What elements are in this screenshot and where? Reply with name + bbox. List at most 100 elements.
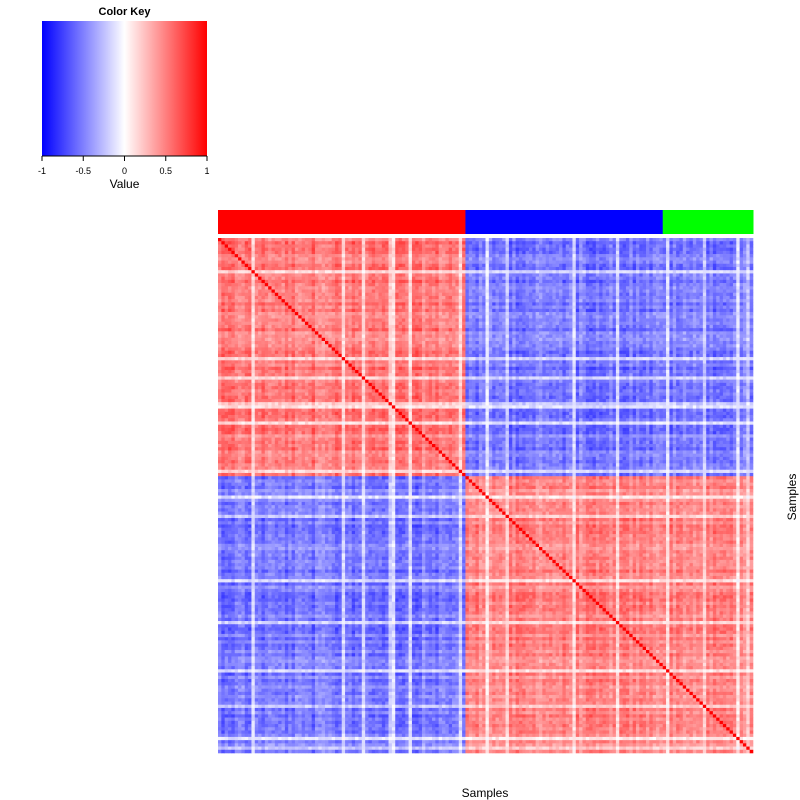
heatmap-cell [706, 261, 710, 265]
heatmap-cell [399, 270, 403, 274]
heatmap-cell [328, 238, 332, 242]
heatmap-cell [653, 315, 657, 319]
heatmap-cell [689, 280, 693, 284]
heatmap-cell [519, 293, 523, 297]
heatmap-cell [389, 328, 393, 332]
heatmap-cell [509, 257, 513, 261]
heatmap-cell [673, 335, 677, 339]
heatmap-cell [659, 296, 663, 300]
heatmap-cell [713, 277, 717, 281]
heatmap-cell [308, 241, 312, 245]
heatmap-cell [442, 270, 446, 274]
heatmap-cell [338, 318, 342, 322]
heatmap-cell [382, 286, 386, 290]
heatmap-cell [582, 241, 586, 245]
heatmap-cell [746, 335, 750, 339]
heatmap-cell [743, 299, 747, 303]
heatmap-cell [225, 277, 229, 281]
heatmap-cell [482, 312, 486, 316]
heatmap-cell [659, 293, 663, 297]
heatmap-cell [465, 322, 469, 326]
heatmap-cell [342, 315, 346, 319]
heatmap-cell [285, 241, 289, 245]
heatmap-cell [499, 331, 503, 335]
heatmap-cell [676, 241, 680, 245]
heatmap-cell [603, 293, 607, 297]
heatmap-cell [255, 309, 259, 313]
heatmap-cell [626, 270, 630, 274]
heatmap-cell [499, 328, 503, 332]
heatmap-cell [582, 315, 586, 319]
heatmap-cell [328, 254, 332, 258]
heatmap-cell [342, 328, 346, 332]
heatmap-cell [268, 322, 272, 326]
heatmap-cell [696, 318, 700, 322]
heatmap-cell [241, 290, 245, 294]
heatmap-cell [710, 322, 714, 326]
heatmap-cell [415, 306, 419, 310]
heatmap-cell [539, 273, 543, 277]
heatmap-cell [499, 322, 503, 326]
heatmap-cell [462, 277, 466, 281]
heatmap-cell [248, 302, 252, 306]
heatmap-cell [225, 318, 229, 322]
heatmap-cell [308, 296, 312, 300]
heatmap-cell [298, 251, 302, 255]
heatmap-cell [496, 254, 500, 258]
heatmap-cell [696, 251, 700, 255]
heatmap-cell [693, 280, 697, 284]
heatmap-cell [596, 248, 600, 252]
heatmap-cell [673, 328, 677, 332]
heatmap-cell [308, 299, 312, 303]
heatmap-cell [486, 318, 490, 322]
heatmap-cell [352, 318, 356, 322]
heatmap-cell [459, 322, 463, 326]
heatmap-cell [402, 296, 406, 300]
heatmap-cell [609, 286, 613, 290]
heatmap-cell [663, 302, 667, 306]
heatmap-cell [459, 325, 463, 329]
heatmap-cell [449, 251, 453, 255]
heatmap-cell [245, 296, 249, 300]
heatmap-cell [566, 273, 570, 277]
heatmap-cell [352, 261, 356, 265]
heatmap-cell [613, 331, 617, 335]
heatmap-cell [365, 244, 369, 248]
heatmap-cell [235, 257, 239, 261]
heatmap-cell [579, 296, 583, 300]
heatmap-cell [221, 254, 225, 258]
heatmap-cell [716, 302, 720, 306]
heatmap-cell [265, 306, 269, 310]
heatmap-cell [599, 306, 603, 310]
heatmap-cell [502, 283, 506, 287]
heatmap-cell [325, 267, 329, 271]
heatmap-cell [529, 331, 533, 335]
heatmap-cell [666, 257, 670, 261]
heatmap-cell [469, 315, 473, 319]
heatmap-cell [248, 241, 252, 245]
heatmap-cell [536, 302, 540, 306]
heatmap-cell [710, 257, 714, 261]
heatmap-cell [479, 277, 483, 281]
heatmap-cell [272, 338, 276, 342]
heatmap-cell [629, 248, 633, 252]
heatmap-cell [482, 299, 486, 303]
heatmap-cell [445, 264, 449, 268]
heatmap-cell [432, 290, 436, 294]
heatmap-cell [566, 238, 570, 242]
heatmap-cell [272, 322, 276, 326]
heatmap-cell [552, 280, 556, 284]
heatmap-cell [429, 299, 433, 303]
heatmap-cell [475, 335, 479, 339]
heatmap-cell [542, 241, 546, 245]
heatmap-cell [679, 306, 683, 310]
heatmap-cell [218, 257, 222, 261]
heatmap-cell [496, 325, 500, 329]
heatmap-cell [482, 254, 486, 258]
heatmap-cell [499, 264, 503, 268]
heatmap-cell [402, 312, 406, 316]
heatmap-cell [402, 302, 406, 306]
heatmap-cell [556, 241, 560, 245]
heatmap-cell [589, 238, 593, 242]
heatmap-cell [405, 244, 409, 248]
